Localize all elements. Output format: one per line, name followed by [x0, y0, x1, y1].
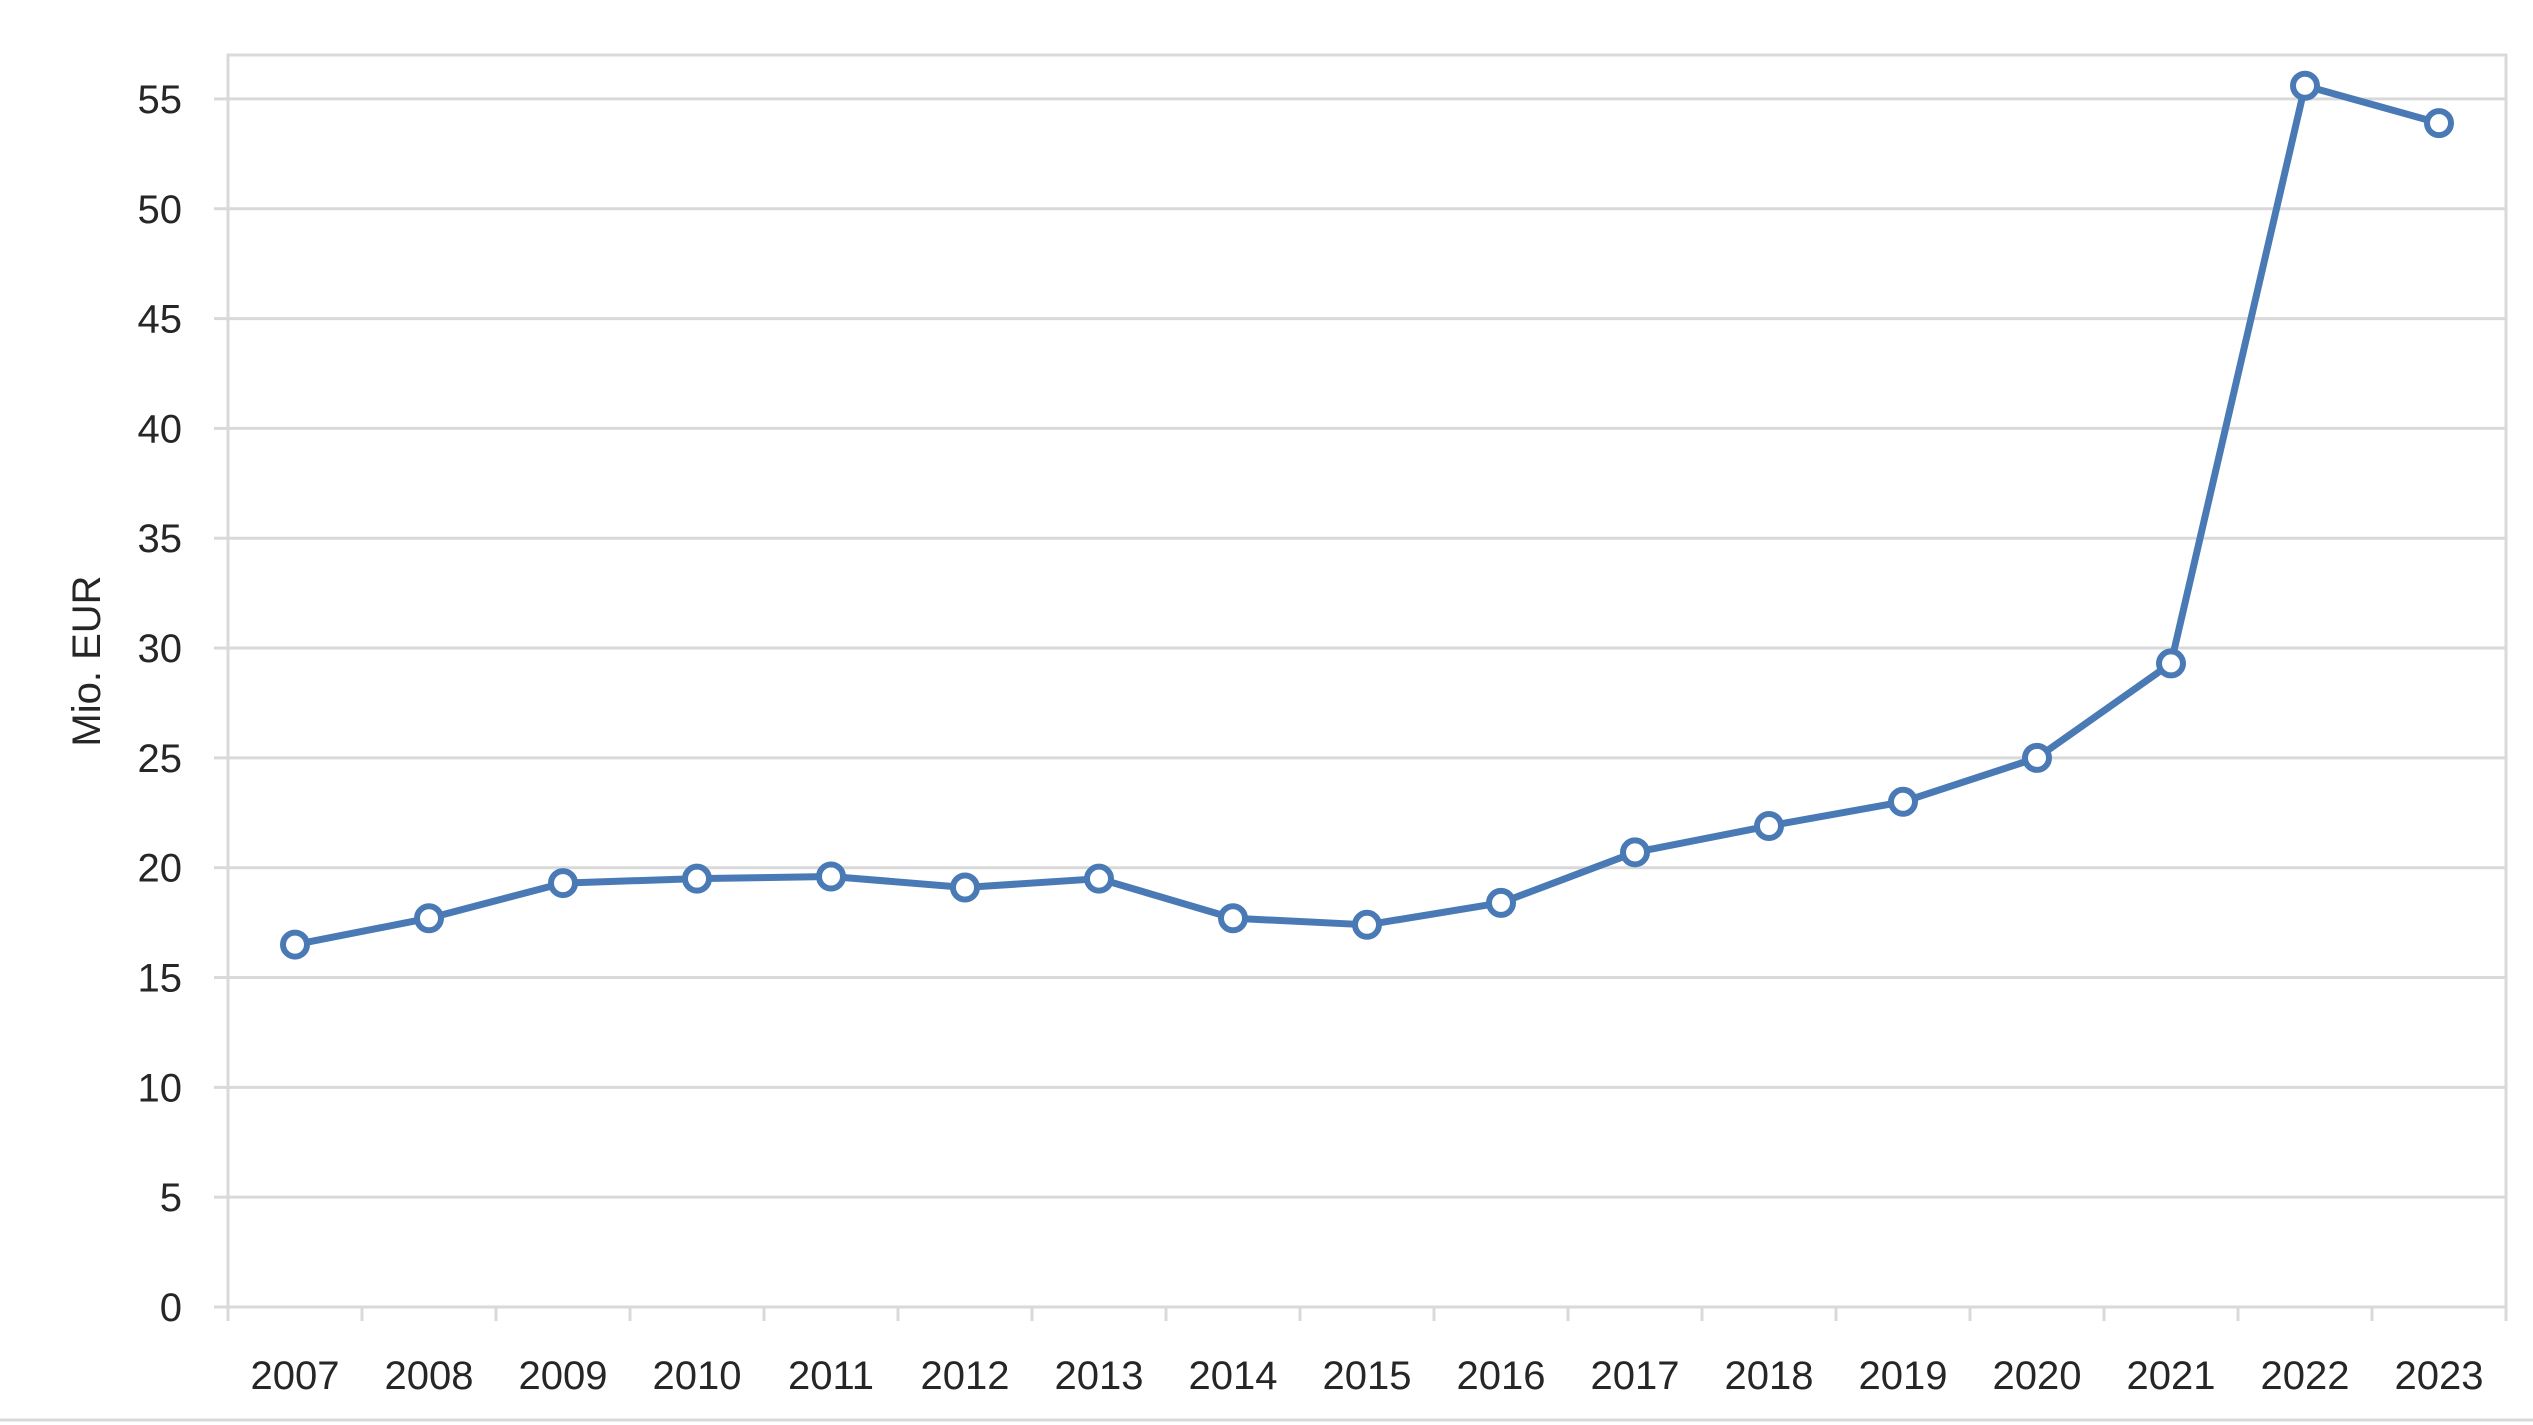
y-tick-label: 45 [138, 298, 183, 342]
data-point [1218, 903, 1248, 934]
y-tick-label: 30 [138, 627, 183, 671]
x-tick-label: 2018 [1725, 1354, 1814, 1398]
series [280, 70, 2454, 960]
x-tick-label: 2011 [788, 1354, 874, 1398]
x-tick-label: 2017 [1591, 1354, 1680, 1398]
x-tick-label: 2022 [2261, 1354, 2350, 1398]
x-tick-label: 2014 [1189, 1354, 1278, 1398]
data-point [682, 863, 712, 894]
axes [0, 55, 2533, 1422]
x-tick-label: 2007 [251, 1354, 340, 1398]
data-point [2022, 742, 2052, 773]
data-point [1754, 810, 1784, 841]
x-tick-label: 2013 [1055, 1354, 1144, 1398]
data-point [1352, 909, 1382, 940]
x-tick-label: 2008 [385, 1354, 474, 1398]
plot-frame [226, 53, 2508, 1309]
y-tick-label: 15 [138, 957, 183, 1001]
data-point [414, 903, 444, 934]
y-tick-label: 10 [138, 1066, 183, 1110]
y-axis-title: Mio. EUR [65, 575, 109, 746]
data-point [280, 929, 310, 960]
x-tick-label: 2016 [1457, 1354, 1546, 1398]
y-tick-label: 5 [160, 1176, 182, 1220]
gridlines [226, 53, 2508, 1309]
x-tick-label: 2023 [2395, 1354, 2484, 1398]
series-line [291, 82, 2443, 949]
y-tick-label: 50 [138, 188, 183, 232]
x-tick-label: 2012 [921, 1354, 1010, 1398]
data-point [2156, 648, 2186, 679]
data-point [548, 868, 578, 899]
data-point [816, 861, 846, 892]
x-tick-label: 2015 [1323, 1354, 1412, 1398]
y-tick-label: 0 [160, 1286, 182, 1330]
x-tick-label: 2010 [653, 1354, 742, 1398]
x-tick-label: 2009 [519, 1354, 608, 1398]
data-point [1084, 863, 1114, 894]
x-tick-labels: 2007 2008 2009 2010 2011 2012 2013 2014 2015 2016… [251, 1354, 2484, 1398]
y-tick-label: 25 [138, 737, 183, 781]
y-tick-label: 20 [138, 847, 183, 891]
y-tick-labels: 0 5 10 15 20 25 30 35 40 45 50 55 [138, 78, 183, 1330]
data-point [1486, 887, 1516, 918]
x-tick-label: 2021 [2127, 1354, 2216, 1398]
y-tick-label: 35 [138, 517, 183, 561]
data-point [1888, 786, 1918, 817]
data-point [2424, 108, 2454, 139]
x-tick-label: 2020 [1993, 1354, 2082, 1398]
data-point [2290, 70, 2320, 101]
data-point [1620, 837, 1650, 868]
y-tick-label: 55 [138, 78, 183, 122]
y-tick-label: 40 [138, 407, 183, 451]
x-tick-label: 2019 [1859, 1354, 1948, 1398]
data-point [950, 872, 980, 903]
